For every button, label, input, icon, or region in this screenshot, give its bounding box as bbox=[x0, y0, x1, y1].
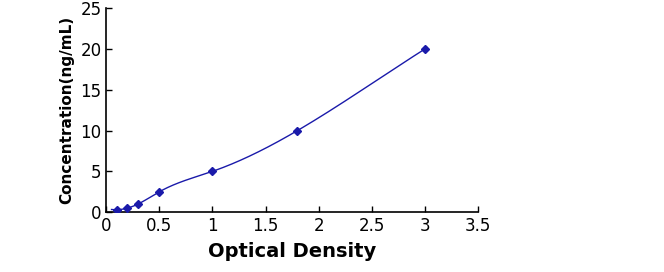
X-axis label: Optical Density: Optical Density bbox=[208, 242, 376, 261]
Y-axis label: Concentration(ng/mL): Concentration(ng/mL) bbox=[60, 16, 74, 204]
